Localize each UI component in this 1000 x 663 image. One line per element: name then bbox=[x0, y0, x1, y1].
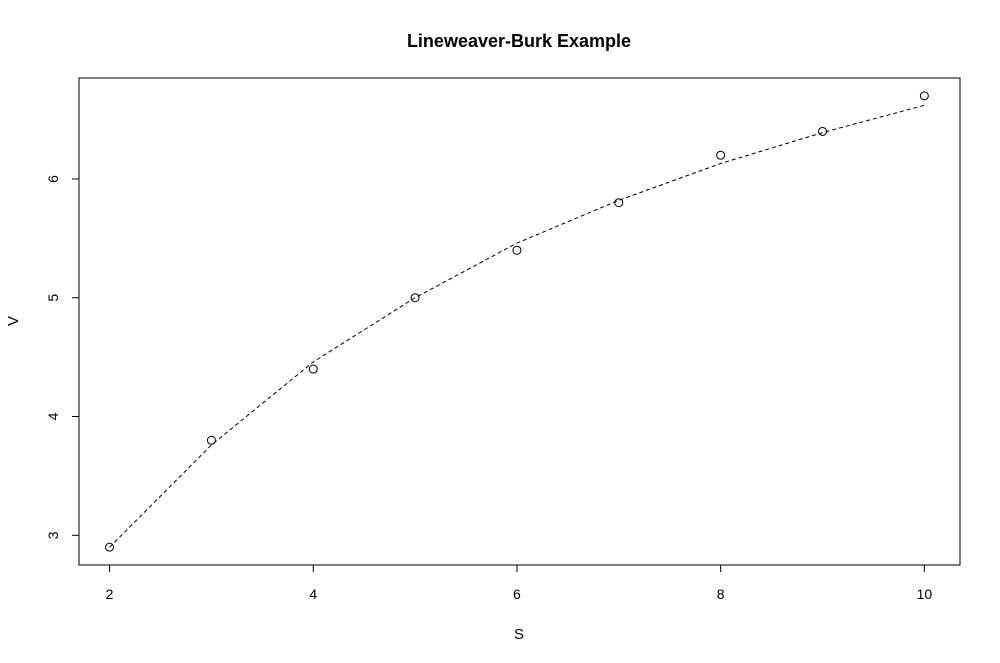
plot-frame bbox=[78, 77, 961, 566]
y-tick-label: 3 bbox=[45, 531, 61, 539]
data-point bbox=[512, 245, 522, 255]
y-tick-label: 5 bbox=[45, 294, 61, 302]
chart-title: Lineweaver-Burk Example bbox=[407, 31, 631, 51]
data-point bbox=[614, 198, 624, 208]
data-point bbox=[919, 91, 929, 101]
data-point bbox=[410, 293, 420, 303]
x-axis: 2 4 6 8 10 bbox=[106, 565, 933, 602]
data-point bbox=[716, 150, 726, 160]
x-axis-label: S bbox=[514, 626, 524, 643]
y-axis: 3 4 5 6 bbox=[45, 175, 79, 539]
fit-curve bbox=[109, 104, 925, 548]
data-point bbox=[308, 364, 318, 374]
y-tick-label: 4 bbox=[45, 412, 61, 420]
x-tick-label: 2 bbox=[106, 586, 114, 602]
data-point bbox=[105, 542, 115, 552]
x-tick-label: 8 bbox=[717, 586, 725, 602]
data-point bbox=[818, 126, 828, 136]
y-axis-label: V bbox=[5, 316, 22, 326]
data-point bbox=[206, 435, 216, 445]
data-points bbox=[105, 91, 929, 552]
x-tick-label: 6 bbox=[513, 586, 521, 602]
x-tick-label: 4 bbox=[309, 586, 317, 602]
y-tick-label: 6 bbox=[45, 175, 61, 183]
x-tick-label: 10 bbox=[917, 586, 933, 602]
